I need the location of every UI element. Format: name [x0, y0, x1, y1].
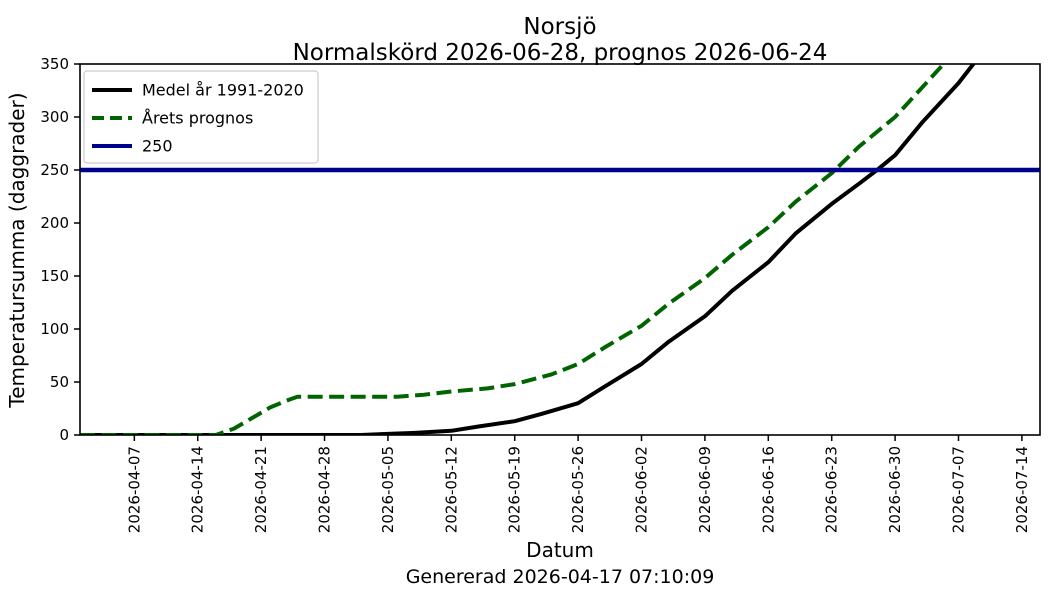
- y-tick-label: 350: [40, 55, 69, 73]
- x-tick-label: 2026-04-21: [252, 446, 270, 533]
- x-tick-label: 2026-06-23: [823, 446, 841, 533]
- x-tick-label: 2026-06-30: [886, 446, 904, 533]
- x-tick-label: 2026-06-16: [759, 446, 777, 533]
- x-tick-label: 2026-07-14: [1013, 446, 1031, 533]
- series-line-medel: [80, 64, 976, 435]
- x-tick-label: 2026-05-26: [569, 446, 587, 533]
- x-tick-label: 2026-04-07: [125, 446, 143, 533]
- y-tick-label: 0: [59, 426, 69, 444]
- chart-title: Norsjö: [523, 14, 596, 40]
- x-tick-label: 2026-04-14: [189, 446, 207, 533]
- y-axis-label: Temperatursumma (daggrader): [5, 92, 29, 408]
- chart-subtitle: Normalskörd 2026-06-28, prognos 2026-06-…: [293, 40, 828, 66]
- x-tick-label: 2026-05-05: [379, 446, 397, 533]
- legend-entry-label: 250: [142, 137, 173, 156]
- plot-area: 0 50 100 150 200 250 300 350 2026-04-07 2026-04-1…: [40, 55, 1041, 533]
- footer-note: Genererad 2026-04-17 07:10:09: [406, 566, 715, 588]
- y-tick-label: 100: [40, 320, 69, 338]
- y-tick-label: 50: [50, 373, 69, 391]
- legend-box: [83, 70, 319, 164]
- x-tick-label: 2026-07-07: [949, 446, 967, 533]
- legend-entry-label: Medel år 1991-2020: [142, 81, 304, 100]
- x-tick-label: 2026-04-28: [316, 446, 334, 533]
- x-tick-label: 2026-05-12: [442, 446, 460, 533]
- y-tick-label: 150: [40, 267, 69, 285]
- y-tick-label: 200: [40, 214, 69, 232]
- x-tick-label: 2026-05-19: [506, 446, 524, 533]
- y-tick-label: 300: [40, 108, 69, 126]
- series-line-prognos: [80, 64, 947, 435]
- y-tick-label: 250: [40, 161, 69, 179]
- x-axis-label: Datum: [526, 538, 594, 562]
- plot-border: [79, 63, 1041, 436]
- x-tick-label: 2026-06-02: [633, 446, 651, 533]
- legend-entry-label: Årets prognos: [142, 109, 253, 128]
- x-tick-label: 2026-06-09: [696, 446, 714, 533]
